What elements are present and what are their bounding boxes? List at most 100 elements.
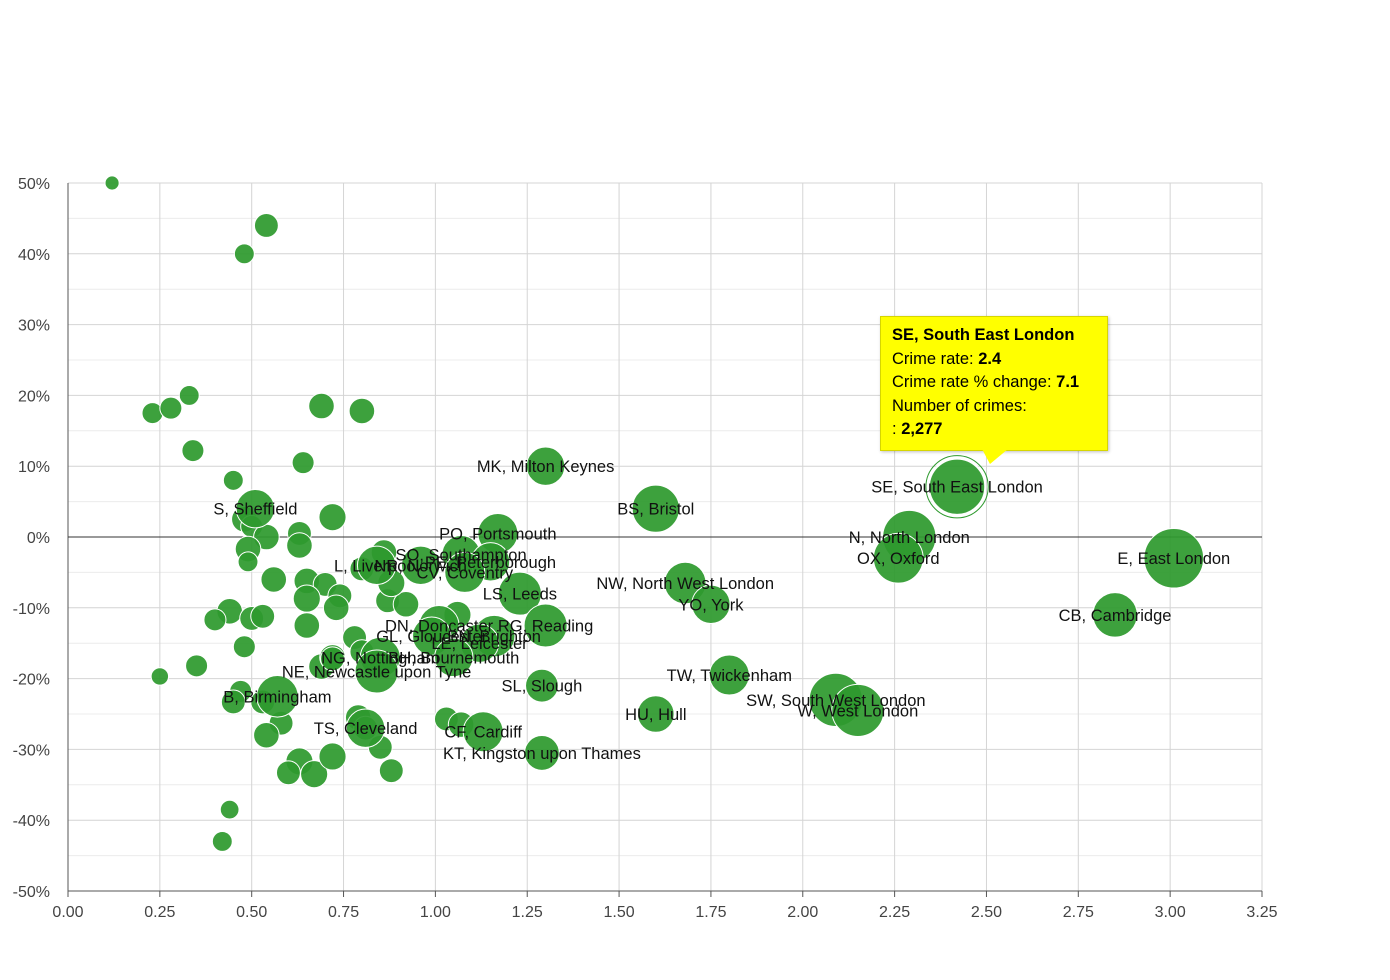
x-tick-label: 0.50 bbox=[236, 904, 267, 921]
bubble bbox=[322, 594, 350, 622]
tooltip-change-value: 7.1 bbox=[1056, 373, 1080, 391]
bubble bbox=[300, 760, 329, 789]
bubble bbox=[219, 799, 240, 820]
bubble-label: SW, South West London bbox=[746, 692, 925, 710]
y-tick-label: -50% bbox=[13, 884, 50, 901]
bubble bbox=[462, 711, 504, 753]
bubble bbox=[434, 637, 474, 678]
bubble bbox=[320, 646, 345, 672]
bubble bbox=[345, 708, 386, 748]
bubble-label: B, Birmingham bbox=[223, 688, 331, 706]
bubble bbox=[708, 654, 750, 696]
bubble-label: LS, Leeds bbox=[483, 586, 557, 604]
bubble-label: CB, Cambridge bbox=[1059, 607, 1172, 625]
bubble bbox=[237, 551, 259, 573]
bubble-label: OX, Oxford bbox=[857, 550, 940, 568]
bubble-label: L, Liverpool bbox=[334, 557, 419, 575]
bubble bbox=[637, 695, 675, 733]
bubble bbox=[260, 566, 288, 593]
x-tick-label: 3.25 bbox=[1246, 904, 1277, 921]
bubble-label: GL, Gloucester bbox=[376, 628, 487, 646]
bubble-label: CV, Coventry bbox=[416, 564, 513, 582]
bubble bbox=[256, 675, 299, 718]
bubble bbox=[275, 760, 301, 786]
y-tick-label: 50% bbox=[18, 176, 50, 193]
bubble bbox=[159, 396, 183, 420]
bubble bbox=[318, 742, 347, 771]
x-tick-label: 3.00 bbox=[1155, 904, 1186, 921]
bubble-label: PE, Peterborough bbox=[425, 554, 556, 572]
bubble-label: NG, Nottingham bbox=[321, 649, 439, 667]
x-tick-label: 2.75 bbox=[1063, 904, 1094, 921]
bubble bbox=[253, 721, 280, 749]
bubble bbox=[220, 689, 246, 715]
bubble bbox=[348, 397, 376, 425]
bubble bbox=[185, 654, 209, 678]
bubble-label: BS, Bristol bbox=[617, 501, 694, 519]
x-tick-label: 1.25 bbox=[512, 904, 543, 921]
bubble bbox=[356, 545, 397, 585]
bubble-label: MK, Milton Keynes bbox=[477, 458, 615, 476]
y-tick-label: 30% bbox=[18, 318, 50, 335]
y-tick-label: -40% bbox=[13, 813, 50, 830]
bubble bbox=[308, 392, 335, 420]
tooltip-title: SE, South East London bbox=[892, 326, 1075, 344]
bubble-label: LE, Leicester bbox=[431, 635, 528, 653]
y-tick-label: -10% bbox=[13, 601, 50, 618]
bubble bbox=[401, 545, 441, 585]
y-tick-label: -20% bbox=[13, 672, 50, 689]
bubble-label: S, Sheffield bbox=[213, 501, 297, 519]
bubble-label: KT, Kingston upon Thames bbox=[443, 745, 641, 763]
bubble bbox=[286, 532, 313, 559]
point-labels: E, East London SE, South East London N, No… bbox=[213, 458, 1230, 763]
bubble bbox=[178, 384, 200, 406]
bubble-highlight-ring bbox=[925, 455, 989, 519]
tooltip-change-label: Crime rate % change: bbox=[892, 373, 1052, 391]
bubble-label: W, West London bbox=[797, 702, 918, 720]
bubble bbox=[235, 489, 276, 529]
bubble-label: CF, Cardiff bbox=[444, 724, 522, 742]
bubble bbox=[150, 667, 170, 686]
bubble bbox=[378, 758, 404, 784]
tooltip-crime-rate-label: Crime rate: bbox=[892, 349, 974, 368]
bubble bbox=[524, 735, 560, 771]
bubble-label: YO, York bbox=[678, 596, 744, 614]
bubble bbox=[232, 635, 256, 659]
bubble bbox=[444, 551, 486, 593]
x-tick-label: 1.50 bbox=[604, 904, 635, 921]
bubble-label: BH, Bournemouth bbox=[388, 649, 519, 667]
x-tick-label: 0.75 bbox=[328, 904, 359, 921]
bubble bbox=[222, 469, 244, 491]
bubble bbox=[253, 213, 279, 238]
bubble-label: BN, Brighton bbox=[447, 628, 541, 646]
x-tick-label: 1.00 bbox=[420, 904, 451, 921]
y-tick-label: 0% bbox=[27, 530, 50, 547]
bubble-label: PO, Portsmouth bbox=[439, 525, 556, 543]
bubble-label: HU, Hull bbox=[625, 706, 686, 724]
bubble bbox=[1143, 527, 1205, 589]
y-tick-label: 40% bbox=[18, 247, 50, 264]
tooltip-pointer bbox=[982, 449, 1008, 464]
y-tick-label: 20% bbox=[18, 388, 50, 405]
bubble bbox=[525, 668, 559, 703]
y-tick-label: 10% bbox=[18, 459, 50, 476]
bubble-label: RG, Reading bbox=[498, 618, 593, 636]
bubble-label: SL, Slough bbox=[502, 678, 583, 696]
tooltip-crimes-prefix: : bbox=[892, 420, 897, 438]
x-tick-label: 0.00 bbox=[52, 904, 83, 921]
bubbles bbox=[104, 175, 1205, 852]
bubble bbox=[293, 612, 321, 639]
bubble-label: TW, Twickenham bbox=[667, 667, 792, 685]
tooltip-crimes-label: Number of crimes: bbox=[892, 396, 1027, 415]
tooltip: SE, South East London Crime rate: 2.4 Cr… bbox=[880, 316, 1108, 451]
bubble bbox=[318, 503, 347, 532]
bubble bbox=[292, 584, 321, 613]
bubble bbox=[291, 451, 315, 475]
bubble bbox=[181, 439, 205, 463]
bubble bbox=[631, 484, 680, 533]
bubble-label: NR, Norwich bbox=[374, 557, 467, 575]
bubble-label: N, North London bbox=[849, 529, 970, 547]
bubble bbox=[525, 446, 566, 486]
x-tick-label: 2.00 bbox=[787, 904, 818, 921]
x-tick-label: 2.25 bbox=[879, 904, 910, 921]
